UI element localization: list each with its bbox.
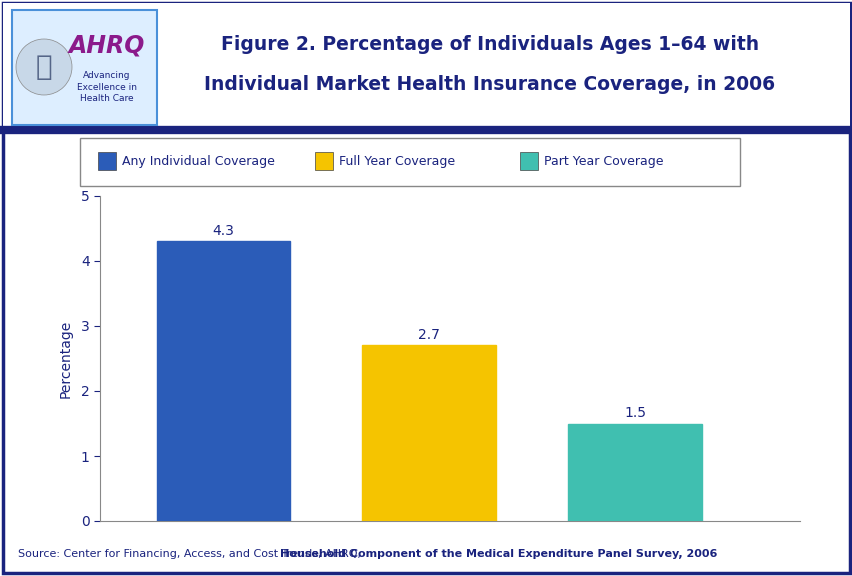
Text: Advancing
Excellence in
Health Care: Advancing Excellence in Health Care xyxy=(77,71,137,103)
Text: Figure 2. Percentage of Individuals Ages 1–64 with: Figure 2. Percentage of Individuals Ages… xyxy=(221,36,758,55)
Y-axis label: Percentage: Percentage xyxy=(58,319,72,397)
Text: 🦅: 🦅 xyxy=(36,53,52,81)
Text: Household Component of the Medical Expenditure Panel Survey, 2006: Household Component of the Medical Expen… xyxy=(280,549,717,559)
Text: Any Individual Coverage: Any Individual Coverage xyxy=(122,154,274,168)
Text: Part Year Coverage: Part Year Coverage xyxy=(544,154,663,168)
Bar xyxy=(98,152,116,170)
Text: 1.5: 1.5 xyxy=(624,406,646,419)
Bar xyxy=(157,241,290,521)
Bar xyxy=(362,346,496,521)
Text: Source: Center for Financing, Access, and Cost Trends, AHRQ,: Source: Center for Financing, Access, an… xyxy=(18,549,364,559)
Text: 2.7: 2.7 xyxy=(418,328,440,342)
Bar xyxy=(520,152,538,170)
Text: 4.3: 4.3 xyxy=(212,223,234,237)
Bar xyxy=(12,10,157,125)
Text: AHRQ: AHRQ xyxy=(69,33,145,57)
Circle shape xyxy=(16,39,72,95)
Bar xyxy=(3,3,849,130)
Text: Full Year Coverage: Full Year Coverage xyxy=(338,154,455,168)
Text: Individual Market Health Insurance Coverage, in 2006: Individual Market Health Insurance Cover… xyxy=(204,75,774,94)
Bar xyxy=(567,423,701,521)
Bar xyxy=(314,152,332,170)
Bar xyxy=(80,138,740,186)
